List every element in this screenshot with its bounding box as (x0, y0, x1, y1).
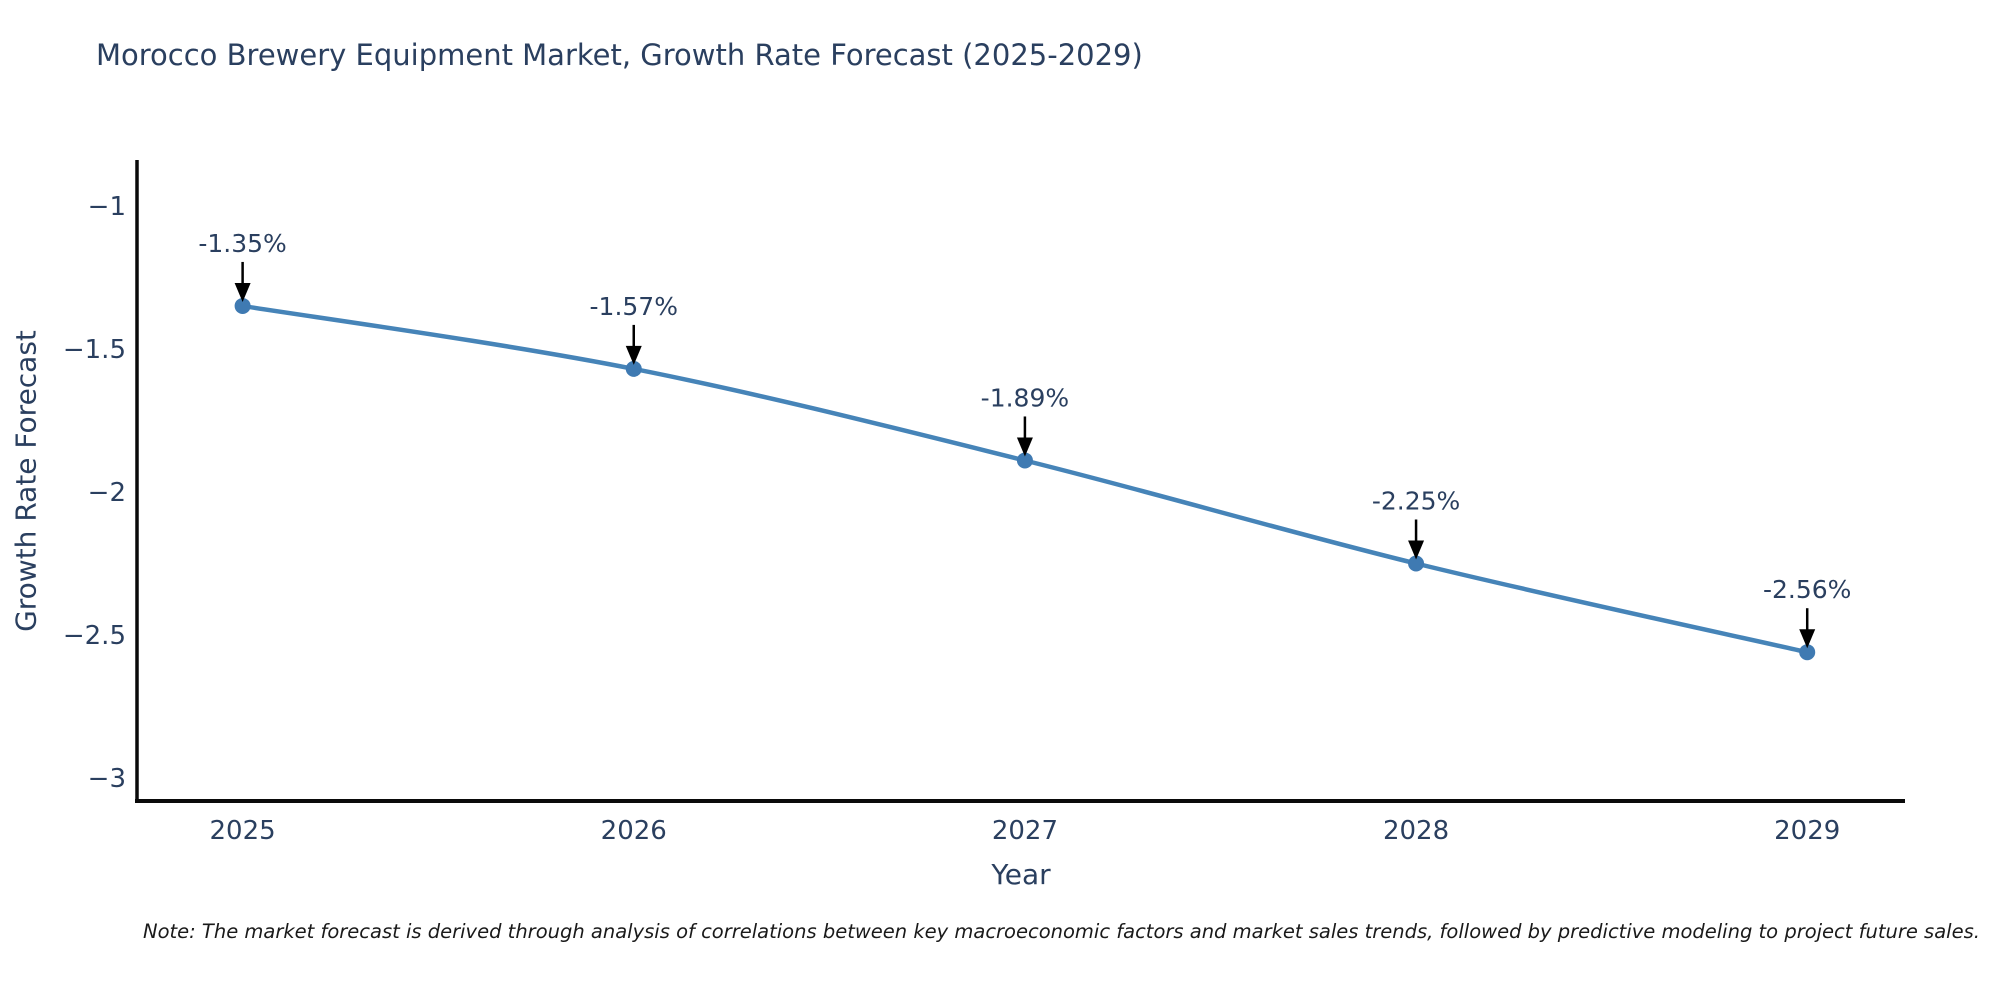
annotation-label: -1.89% (981, 383, 1069, 412)
y-tick-label: −2 (88, 478, 126, 508)
annotation-arrowhead (1408, 540, 1425, 560)
data-point-marker-2027 (1016, 452, 1033, 469)
x-tick-label: 2029 (1774, 816, 1840, 846)
annotation-label: -1.57% (590, 292, 678, 321)
x-tick-label: 2028 (1383, 816, 1449, 846)
annotation-arrowhead (1799, 629, 1816, 649)
annotation-label: -2.56% (1763, 575, 1851, 604)
data-point-marker-2029 (1799, 644, 1816, 661)
x-axis-title: Year (991, 858, 1051, 891)
y-tick-label: −1 (88, 192, 126, 222)
annotation-label: -1.35% (198, 229, 286, 258)
data-point-marker-2026 (625, 360, 642, 377)
y-tick-label: −3 (88, 764, 126, 794)
x-tick-label: 2027 (992, 816, 1058, 846)
series-line (240, 303, 1810, 655)
annotation-arrowhead (625, 345, 642, 365)
chart-title: Morocco Brewery Equipment Market, Growth… (96, 38, 1143, 72)
annotation-arrowhead (234, 282, 251, 302)
data-point-marker-2025 (234, 297, 251, 314)
data-point-marker-2028 (1408, 555, 1425, 572)
footnote: Note: The market forecast is derived thr… (143, 920, 1980, 943)
y-tick-label: −2.5 (63, 621, 126, 651)
annotation-label: -2.25% (1372, 486, 1460, 515)
x-tick-label: 2025 (210, 816, 276, 846)
y-tick-label: −1.5 (63, 335, 126, 365)
x-tick-label: 2026 (601, 816, 667, 846)
annotation-arrowhead (1016, 437, 1033, 457)
